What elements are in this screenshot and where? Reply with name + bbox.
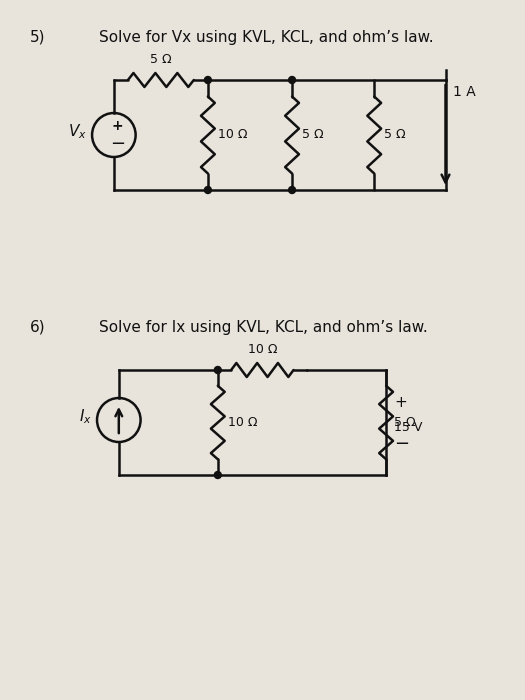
Text: $I_x$: $I_x$ (79, 407, 92, 426)
Text: 5 Ω: 5 Ω (150, 53, 172, 66)
Text: 5 Ω: 5 Ω (384, 129, 406, 141)
Text: +: + (112, 119, 123, 133)
Text: 5): 5) (30, 30, 45, 45)
Text: Solve for Ix using KVL, KCL, and ohm’s law.: Solve for Ix using KVL, KCL, and ohm’s l… (99, 320, 428, 335)
Text: Solve for Vx using KVL, KCL, and ohm’s law.: Solve for Vx using KVL, KCL, and ohm’s l… (99, 30, 434, 45)
Circle shape (214, 367, 221, 374)
Text: 5 Ω: 5 Ω (302, 129, 323, 141)
Text: 10 Ω: 10 Ω (248, 343, 277, 356)
Text: −: − (110, 135, 125, 153)
Text: −: − (394, 435, 409, 454)
Text: 1 A: 1 A (454, 85, 476, 99)
Text: 10 Ω: 10 Ω (218, 129, 247, 141)
Text: 10 Ω: 10 Ω (228, 416, 257, 429)
Circle shape (289, 186, 296, 193)
Circle shape (204, 186, 212, 193)
Text: 15 V: 15 V (394, 421, 423, 434)
Circle shape (289, 76, 296, 83)
Text: 5 Ω: 5 Ω (394, 416, 416, 429)
Circle shape (204, 76, 212, 83)
Text: $V_x$: $V_x$ (68, 122, 87, 141)
Circle shape (214, 472, 221, 479)
Text: 6): 6) (30, 320, 45, 335)
Text: +: + (394, 395, 407, 410)
